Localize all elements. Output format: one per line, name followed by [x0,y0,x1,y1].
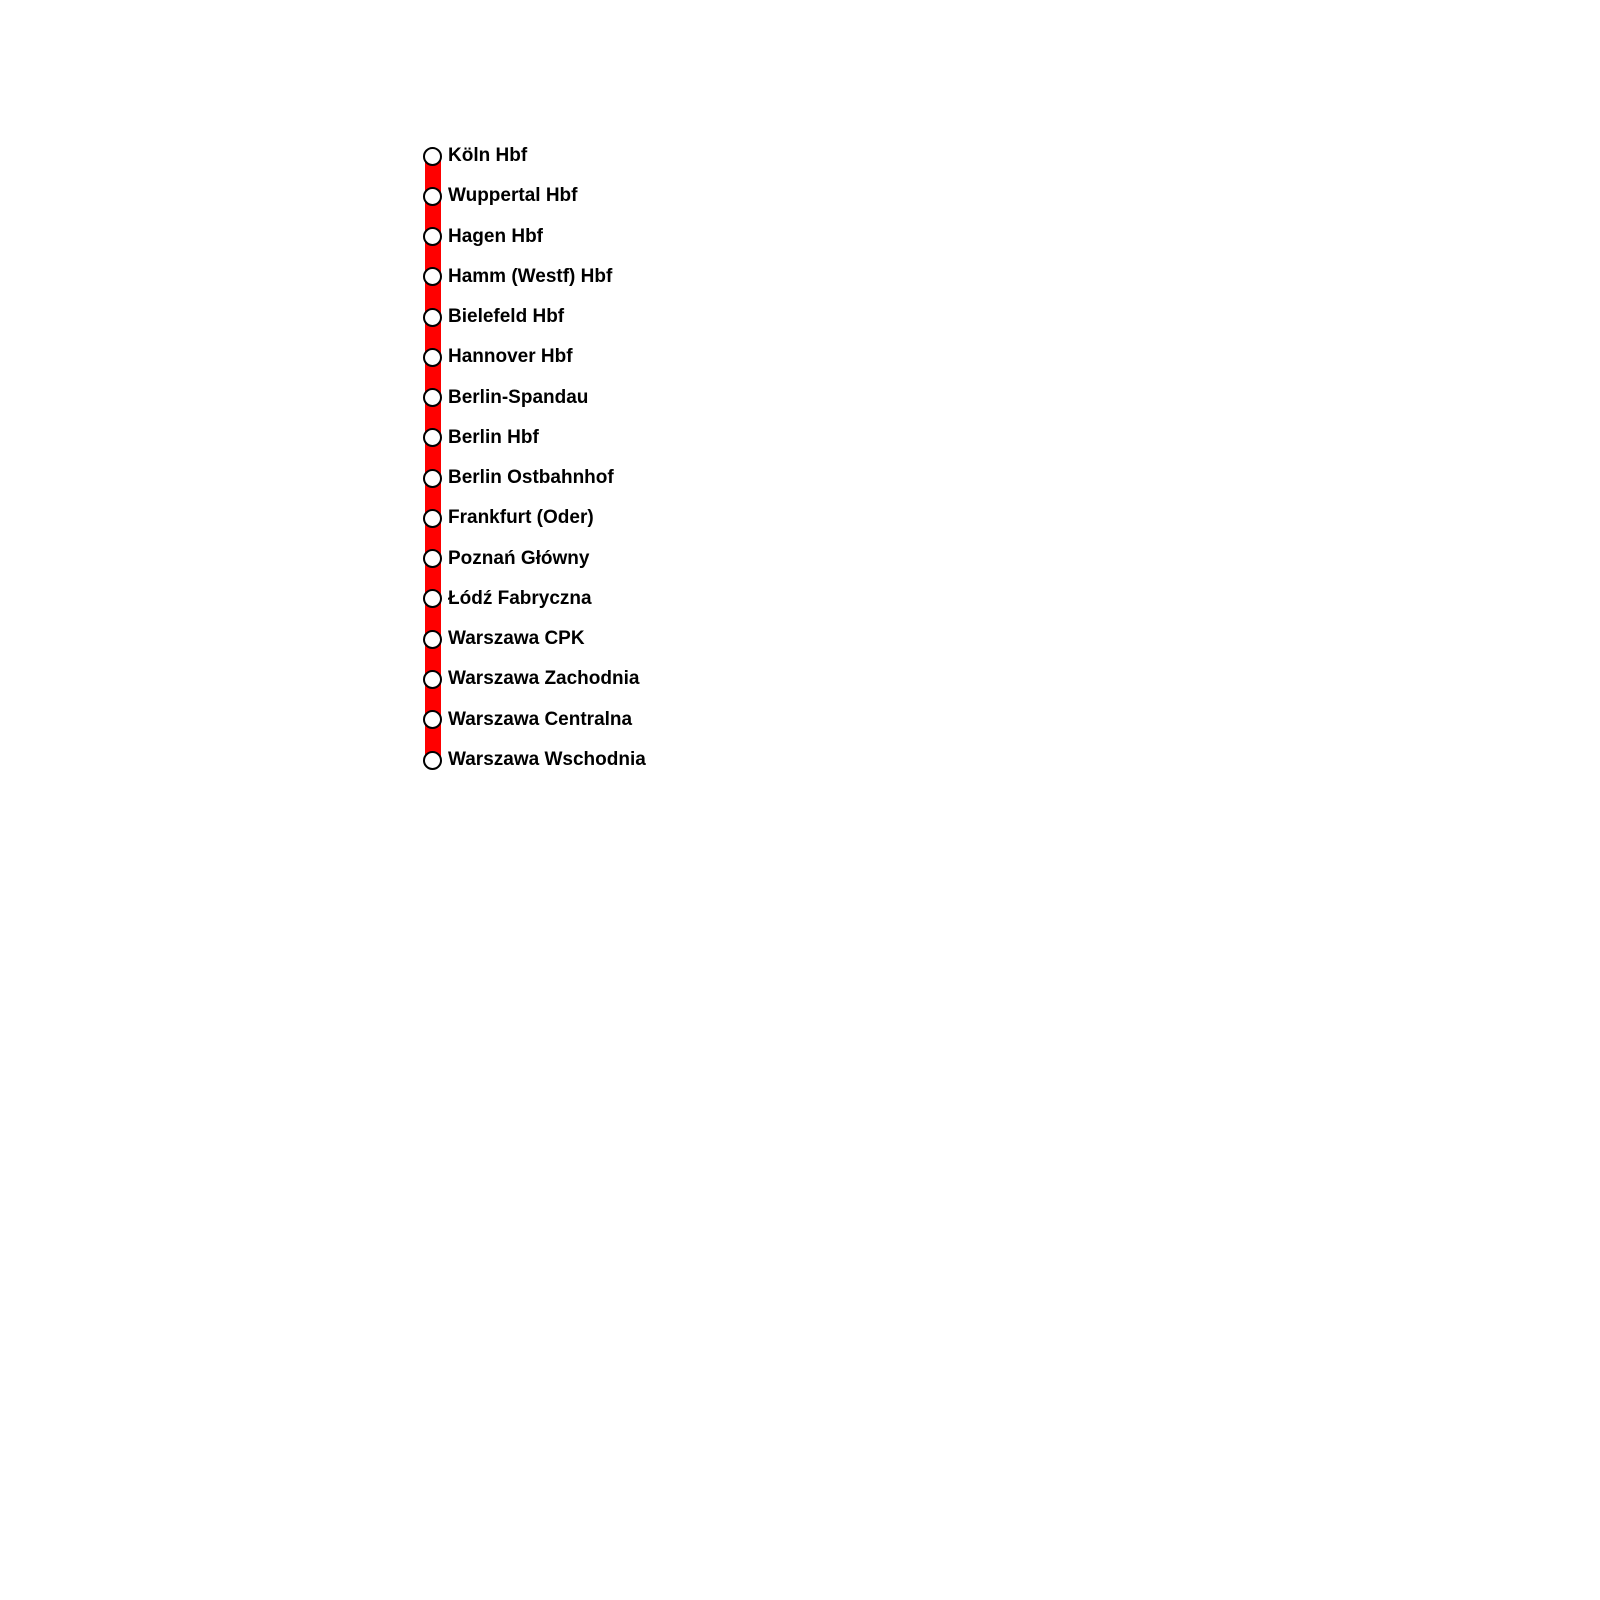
station-label: Hannover Hbf [448,346,573,368]
station-label: Hagen Hbf [448,225,543,247]
station-marker-icon [423,508,442,528]
station-marker-icon [423,669,442,689]
route-line [425,156,441,760]
station-row: Warszawa Wschodnia [423,750,646,770]
station-row: Frankfurt (Oder) [423,508,594,528]
station-marker-icon [423,629,442,649]
station-marker-icon [423,710,442,730]
station-marker-icon [423,750,442,770]
station-row: Berlin Hbf [423,426,539,448]
station-row: Warszawa CPK [423,629,585,649]
station-label: Hamm (Westf) Hbf [448,265,613,287]
station-label: Köln Hbf [448,145,528,166]
station-label: Warszawa Wschodnia [448,749,646,770]
station-row: Warszawa Centralna [423,708,633,730]
station-marker-icon [423,428,442,448]
station-label: Berlin Hbf [448,426,539,448]
station-marker-icon [423,468,442,488]
station-row: Berlin Ostbahnhof [423,468,614,488]
station-label: Frankfurt (Oder) [448,507,594,529]
station-row: Hamm (Westf) Hbf [423,265,613,287]
station-marker-icon [423,146,442,166]
station-label: Wuppertal Hbf [448,185,578,207]
station-label: Berlin-Spandau [448,386,589,408]
station-label: Bielefeld Hbf [448,306,565,328]
station-marker-icon [423,186,442,206]
station-label: Poznań Główny [448,547,590,569]
station-row: Bielefeld Hbf [423,307,564,327]
station-row: Hannover Hbf [423,347,573,367]
station-marker-icon [423,307,442,327]
station-label: Warszawa Centralna [448,708,633,730]
station-row: Berlin-Spandau [423,386,589,408]
station-marker-icon [423,589,442,609]
station-row: Köln Hbf [423,146,527,166]
station-marker-icon [423,388,442,408]
station-row: Warszawa Zachodnia [423,669,639,689]
station-label: Łódź Fabryczna [448,587,592,609]
station-marker-icon [423,227,442,247]
station-marker-icon [423,549,442,569]
station-row: Wuppertal Hbf [423,186,577,206]
station-row: Poznań Główny [423,547,590,569]
station-marker-icon [423,347,442,367]
station-label: Warszawa CPK [448,628,585,650]
station-row: Hagen Hbf [423,225,543,247]
station-label: Berlin Ostbahnhof [448,467,614,489]
station-row: Łódź Fabryczna [423,587,592,609]
station-marker-icon [423,267,442,287]
station-label: Warszawa Zachodnia [448,668,640,690]
